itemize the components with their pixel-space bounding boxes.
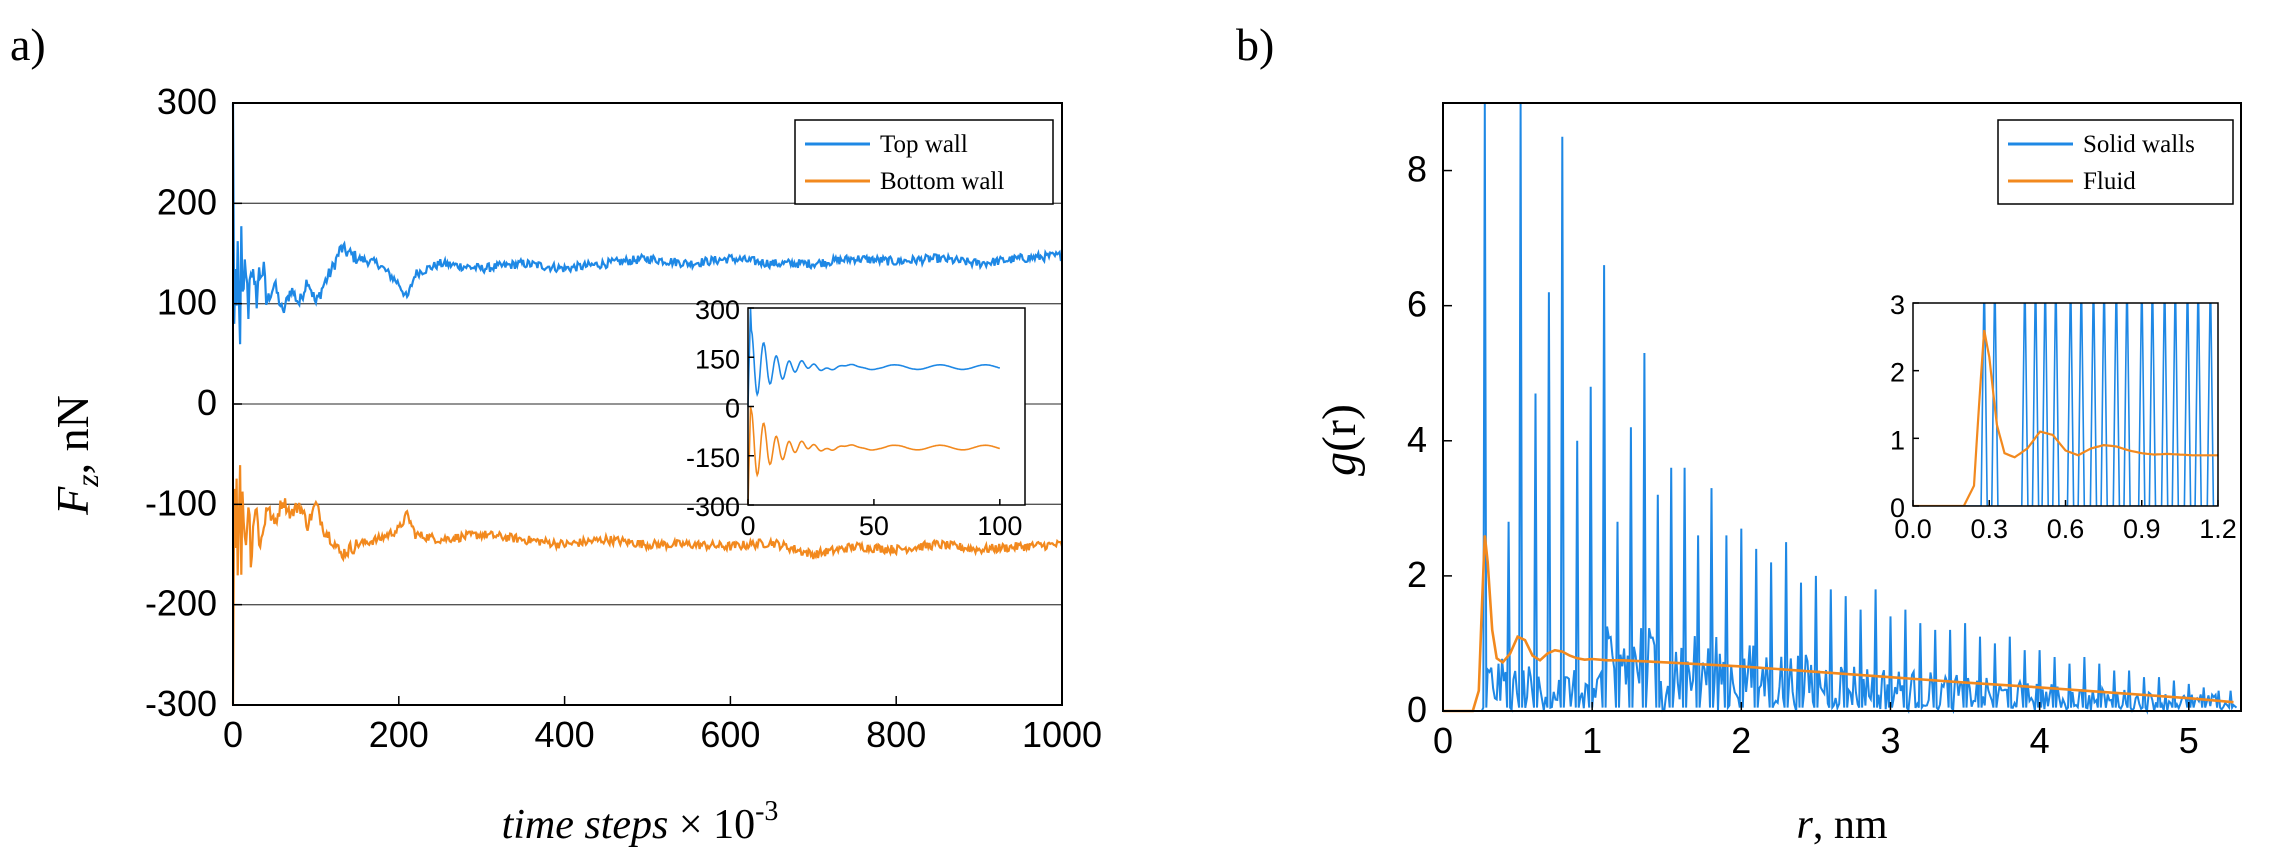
panel-a-ytick-label: 0 <box>197 382 217 423</box>
panel-b-legend: Solid walls Fluid <box>1997 119 2234 205</box>
panel-b-xtick-label: 4 <box>2030 720 2050 761</box>
inset-solid-walls-line <box>1913 303 2218 506</box>
panel-b-xtick-label: 3 <box>1880 720 1900 761</box>
legend-top-wall-label: Top wall <box>880 131 968 158</box>
panel-a-xtick-label: 1000 <box>1022 714 1102 755</box>
inset-top-wall-line <box>747 307 1001 407</box>
panel-a-inset-xtick-label: 0 <box>740 511 755 541</box>
panel-a-inset-bg <box>748 308 1025 505</box>
panel-a-inset-ticks: 0 50 100 -300 -150 0 150 300 <box>686 295 1022 541</box>
panel-b-ylabel-arg: (r) <box>1313 404 1366 452</box>
panel-b-ylabel-main: g <box>1313 452 1366 476</box>
panel-a-ylabel-main: F <box>47 486 98 516</box>
panel-a-ytick-label: 100 <box>157 282 217 323</box>
panel-b-ytick-label: 2 <box>1407 554 1427 595</box>
panel-b-label: b) <box>1236 19 1274 70</box>
panel-a-series <box>231 102 1064 706</box>
panel-b-series <box>1443 102 2238 715</box>
panel-a-legend: Top wall Bottom wall <box>794 119 1054 205</box>
panel-b-xtick-label: 5 <box>2179 720 2199 761</box>
panel-a-ylabel: Fz, nN <box>47 395 105 516</box>
panel-b-ylabel: g(r) <box>1313 404 1366 476</box>
panel-a-xlabel-tail: × 10 <box>668 802 755 848</box>
panel-b-xlabel-unit: , nm <box>1813 802 1888 848</box>
fluid-series-line <box>1443 535 2234 713</box>
legend-solid-walls-label: Solid walls <box>2083 131 2195 158</box>
panel-b-inset-series <box>1913 303 2218 506</box>
panel-b-xlabel: r, nm <box>1796 802 1887 848</box>
top-wall-series-line <box>231 102 1062 345</box>
panel-a-ytick-label: -300 <box>145 683 217 724</box>
bottom-wall-series-line <box>231 465 1064 706</box>
panel-b-plot-frame <box>1442 102 2242 712</box>
panel-a-inset-ytick-label: 150 <box>695 344 740 374</box>
panel-a-xtick-label: 400 <box>535 714 595 755</box>
panel-a-legend-box <box>794 119 1054 205</box>
panel-a-xlabel-main: time steps <box>502 802 669 848</box>
panel-a-inset: 0 50 100 -300 -150 0 150 300 <box>686 295 1026 541</box>
panel-a-ytick-label: -200 <box>145 583 217 624</box>
panel-b-xtick-label: 0 <box>1433 720 1453 761</box>
panel-a-label: a) <box>10 19 46 70</box>
panel-a-ytick-label: -100 <box>145 482 217 523</box>
panel-a-inset-ytick-label: -300 <box>686 492 740 522</box>
panel-b-inset-xtick-label: 1.2 <box>2199 514 2237 544</box>
panel-b-ytick-label: 6 <box>1407 284 1427 325</box>
panel-a-inset-series <box>747 307 1001 506</box>
panel-b-inset-xtick-label: 0.0 <box>1894 514 1932 544</box>
panel-a-ylabel-sub: z <box>69 474 105 488</box>
inset-bottom-wall-line <box>747 406 1000 506</box>
panel-b-ytick-label: 4 <box>1407 419 1427 460</box>
panel-a-xtick-label: 800 <box>866 714 926 755</box>
panel-a-ytick-label: 200 <box>157 181 217 222</box>
panel-a-xlabel: time steps × 10-3 <box>502 796 779 848</box>
panel-b-inset-ytick-label: 1 <box>1890 425 1905 455</box>
panel-a-ytick-label: 300 <box>157 81 217 122</box>
inset-fluid-line <box>1913 329 2218 506</box>
panel-b-xtick-label: 2 <box>1731 720 1751 761</box>
panel-a-xtick-label: 0 <box>223 714 243 755</box>
legend-fluid-label: Fluid <box>2083 168 2136 195</box>
panel-b-xlabel-main: r <box>1796 802 1813 848</box>
panel-b-inset-ytick-label: 2 <box>1890 358 1905 388</box>
panel-b-inset: 0.0 0.3 0.6 0.9 1.2 0 1 2 3 <box>1890 290 2237 544</box>
panel-a-ylabel-unit: , nN <box>47 395 98 474</box>
panel-b-ytick-label: 8 <box>1407 149 1427 190</box>
panel-b: b) 0 1 2 3 4 5 0 2 4 6 8 g(r) r, nm Solid walls Fl… <box>1236 19 2242 848</box>
panel-b-inset-ytick-label: 3 <box>1890 290 1905 320</box>
panel-b-xtick-label: 1 <box>1582 720 1602 761</box>
panel-a-xlabel-exp: -3 <box>755 796 778 827</box>
panel-b-inset-xtick-label: 0.6 <box>2047 514 2085 544</box>
panel-a-inset-xtick-label: 50 <box>859 511 889 541</box>
panel-b-ytick-label: 0 <box>1407 689 1427 730</box>
panel-a: a) 0 200 400 600 800 1000-300-200-10001002003… <box>10 19 1102 848</box>
panel-a-xtick-label: 600 <box>700 714 760 755</box>
panel-b-inset-xtick-label: 0.3 <box>1970 514 2008 544</box>
panel-a-inset-ytick-label: 300 <box>695 295 740 325</box>
panel-b-inset-xtick-label: 0.9 <box>2123 514 2161 544</box>
panel-a-inset-xtick-label: 100 <box>977 511 1022 541</box>
solid-walls-series-line <box>1443 102 2238 715</box>
panel-a-xtick-label: 200 <box>369 714 429 755</box>
panel-b-ticks: 0 1 2 3 4 5 0 2 4 6 8 <box>1407 149 2199 761</box>
panel-b-inset-ytick-label: 0 <box>1890 493 1905 523</box>
panel-b-legend-box <box>1997 119 2234 205</box>
panel-b-inset-ticks: 0.0 0.3 0.6 0.9 1.2 0 1 2 3 <box>1890 290 2237 544</box>
legend-bottom-wall-label: Bottom wall <box>880 168 1004 195</box>
panel-a-inset-ytick-label: 0 <box>725 394 740 424</box>
panel-a-inset-ytick-label: -150 <box>686 443 740 473</box>
